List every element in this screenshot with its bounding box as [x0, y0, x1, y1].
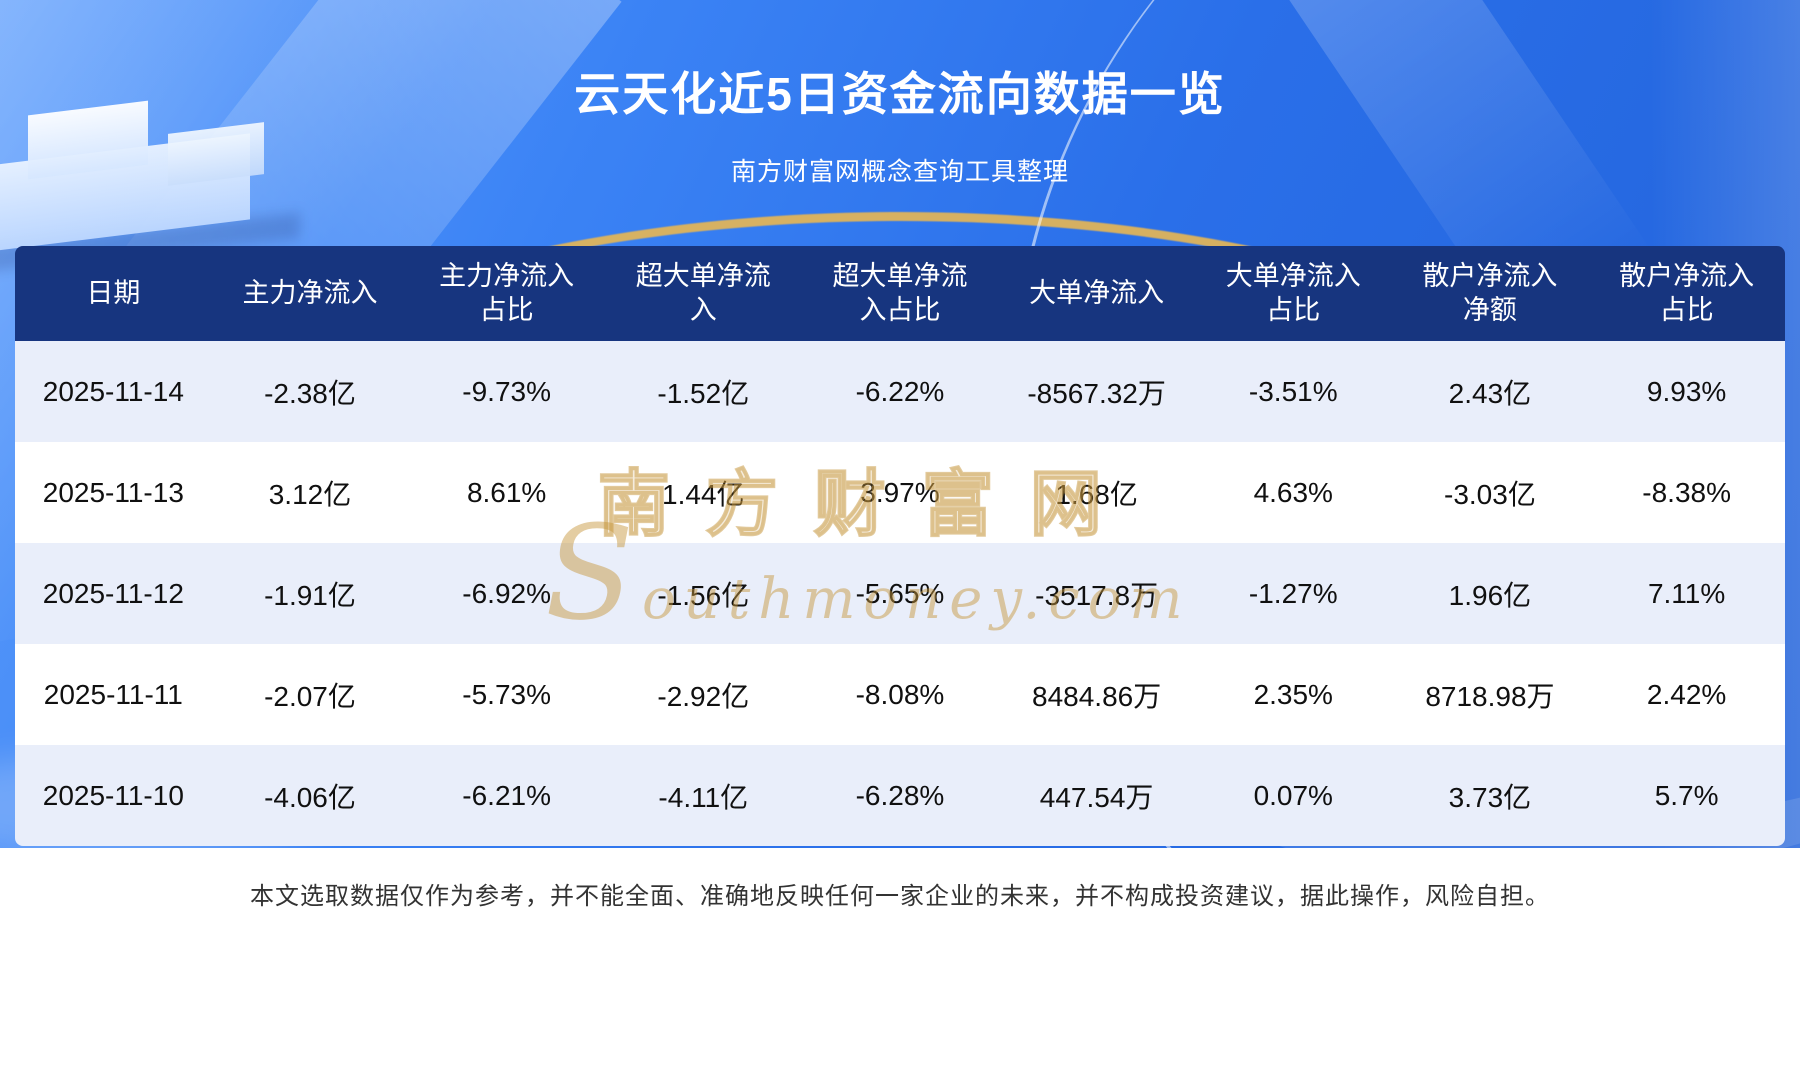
table-row: 2025-11-11 -2.07亿 -5.73% -2.92亿 -8.08% 8… — [15, 644, 1785, 745]
table-cell: -8.08% — [855, 678, 945, 710]
col-header-xl-order-net-inflow: 超大单净流 入 — [604, 246, 802, 341]
table-cell: -5.73% — [462, 678, 551, 710]
table-cell: 3.73亿 — [1448, 781, 1532, 813]
table-cell: 2.42% — [1646, 678, 1727, 710]
table-cell: -3.03亿 — [1444, 478, 1536, 510]
table-cell: -6.22% — [855, 375, 945, 407]
table-cell: 8484.86万 — [1032, 680, 1162, 712]
col-header-xl-order-net-inflow-pct: 超大单净流 入占比 — [801, 246, 999, 341]
table-cell: -2.07亿 — [264, 680, 356, 712]
table-cell: 3.97% — [860, 476, 940, 508]
cell-date: 2025-11-13 — [42, 476, 184, 508]
table-cell: -1.91亿 — [264, 579, 356, 611]
col-header-large-order-net-inflow-pct: 大单净流入 占比 — [1194, 246, 1392, 341]
table-cell: 2.35% — [1253, 678, 1333, 710]
table-cell: -3517.8万 — [1035, 579, 1159, 611]
table-cell: 0.07% — [1253, 779, 1333, 811]
col-header-retail-net-inflow-pct: 散户净流入 占比 — [1588, 246, 1785, 341]
table-cell: 1.68亿 — [1055, 478, 1138, 510]
table-cell: -8.38% — [1642, 476, 1731, 508]
table-row: 2025-11-10 -4.06亿 -6.21% -4.11亿 -6.28% 4… — [15, 745, 1785, 846]
footer: 本文选取数据仅作为参考，并不能全面、准确地反映任何一家企业的未来，并不构成投资建… — [0, 848, 1800, 1068]
table-row: 2025-11-13 3.12亿 8.61% 1.44亿 3.97% 1.68亿… — [15, 442, 1785, 543]
table-cell: 9.93% — [1646, 375, 1727, 407]
cell-date: 2025-11-11 — [43, 678, 183, 710]
page-subtitle: 南方财富网概念查询工具整理 — [730, 158, 1069, 186]
table-cell: -9.73% — [462, 375, 551, 407]
cell-date: 2025-11-10 — [42, 779, 184, 811]
capital-flow-table-grid: 日期 主力净流入 主力净流入 占比 超大单净流 入 超大单净流 入占比 大单净流… — [15, 246, 1785, 846]
table-cell: -1.52亿 — [657, 377, 750, 409]
table-cell: 3.12亿 — [268, 478, 352, 510]
table-cell: -2.38亿 — [264, 377, 356, 409]
table-cell: -2.92亿 — [657, 680, 750, 712]
col-header-main-net-inflow-pct: 主力净流入 占比 — [408, 246, 605, 341]
col-header-large-order-net-inflow: 大单净流入 — [998, 246, 1195, 341]
table-cell: 1.96亿 — [1448, 579, 1532, 611]
col-header-retail-net-inflow: 散户净流入 净额 — [1391, 246, 1589, 341]
table-cell: -1.27% — [1248, 577, 1338, 609]
table-cell: 2.43亿 — [1448, 377, 1532, 409]
disclaimer-text: 本文选取数据仅作为参考，并不能全面、准确地反映任何一家企业的未来，并不构成投资建… — [250, 883, 1550, 910]
table-cell: -6.28% — [855, 779, 945, 811]
table-row: 2025-11-12 -1.91亿 -6.92% -1.56亿 -5.65% -… — [15, 543, 1785, 644]
table-cell: -1.56亿 — [657, 579, 750, 611]
table-cell: -4.11亿 — [658, 781, 749, 813]
page-title: 云天化近5日资金流向数据一览 — [574, 68, 1226, 120]
capital-flow-table: 日期 主力净流入 主力净流入 占比 超大单净流 入 超大单净流 入占比 大单净流… — [15, 246, 1785, 846]
table-cell: 5.7% — [1654, 779, 1719, 811]
table-cell: -6.92% — [462, 577, 551, 609]
table-cell: 447.54万 — [1039, 781, 1154, 813]
table-cell: 1.44亿 — [662, 478, 745, 510]
table-cell: -6.21% — [462, 779, 551, 811]
table-cell: 4.63% — [1253, 476, 1333, 508]
table-header-row: 日期 主力净流入 主力净流入 占比 超大单净流 入 超大单净流 入占比 大单净流… — [15, 246, 1785, 341]
col-header-main-net-inflow: 主力净流入 — [211, 246, 409, 341]
table-cell: 8.61% — [466, 476, 547, 508]
table-cell: 8718.98万 — [1425, 680, 1555, 712]
table-cell: -8567.32万 — [1027, 377, 1166, 409]
cell-date: 2025-11-12 — [42, 577, 184, 609]
table-cell: -3.51% — [1248, 375, 1338, 407]
col-header-date: 日期 — [15, 246, 212, 341]
cell-date: 2025-11-14 — [42, 375, 184, 407]
table-row: 2025-11-14 -2.38亿 -9.73% -1.52亿 -6.22% -… — [15, 341, 1785, 442]
table-cell: -4.06亿 — [264, 781, 356, 813]
table-cell: 7.11% — [1647, 577, 1726, 609]
table-cell: -5.65% — [855, 577, 945, 609]
